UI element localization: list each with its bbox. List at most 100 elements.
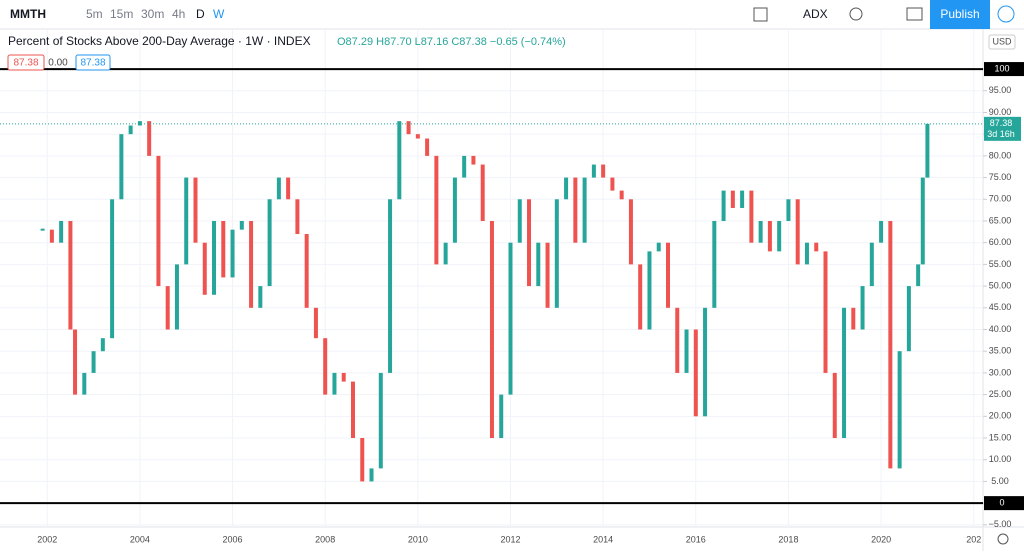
candle (332, 372, 337, 395)
candle (740, 190, 745, 208)
candle (869, 242, 874, 287)
candle (480, 164, 485, 221)
y-tick-label: −5.00 (989, 519, 1012, 529)
candle (749, 190, 754, 243)
candle (165, 286, 170, 330)
currency[interactable]: USD (992, 36, 1012, 46)
publish-button[interactable] (930, 0, 990, 29)
candle (628, 199, 633, 265)
candle (665, 242, 670, 308)
candle (582, 177, 587, 243)
interval[interactable]: 30m (141, 7, 164, 21)
candle (842, 307, 847, 439)
candle (860, 286, 865, 330)
candle (49, 229, 54, 243)
y-tick-label: 75.00 (989, 172, 1012, 182)
price-label-bg (984, 116, 1021, 141)
badge-text: 87.38 (13, 58, 38, 69)
candle (452, 177, 457, 243)
candle (656, 242, 661, 252)
y-tick-label: 90.00 (989, 107, 1012, 117)
interval[interactable]: W (213, 7, 225, 21)
candle (545, 242, 550, 308)
badge-text: 87.38 (80, 58, 105, 69)
plot (0, 68, 983, 505)
badge-text: 0.00 (48, 58, 68, 69)
y-tick-label: 20.00 (989, 411, 1012, 421)
candle (499, 394, 504, 439)
icon-axis-settings[interactable] (997, 533, 1009, 545)
candle (527, 199, 532, 287)
candle (920, 177, 925, 265)
interval[interactable]: 4h (172, 7, 185, 21)
candle (638, 264, 643, 330)
candle (786, 199, 791, 221)
candle (360, 438, 365, 482)
candle (879, 220, 884, 243)
currency-box[interactable] (988, 34, 1016, 50)
badge (75, 54, 111, 71)
candle (313, 307, 318, 339)
candle (119, 134, 124, 200)
candle (202, 242, 207, 295)
interval[interactable]: D (196, 7, 205, 21)
candle (156, 155, 161, 287)
candle (369, 468, 374, 482)
publish-label[interactable]: Publish (940, 7, 979, 21)
candle (267, 199, 272, 287)
y-tick-label: 95.00 (989, 85, 1012, 95)
interval[interactable]: 15m (110, 7, 133, 21)
interval[interactable]: 5m (86, 7, 103, 21)
price-label: 87.38 (990, 118, 1013, 128)
icon-snapshot[interactable] (906, 7, 923, 21)
x-tick-label: 2010 (408, 534, 428, 544)
candle (795, 199, 800, 265)
y-tick-label: 55.00 (989, 259, 1012, 269)
symbol[interactable]: MMTH (10, 7, 46, 21)
candle (777, 220, 782, 252)
hline-label-bg (984, 62, 1024, 77)
candle (591, 164, 596, 178)
candle (703, 307, 708, 417)
candle (804, 242, 809, 265)
x-tick-label: 2004 (130, 534, 150, 544)
candle (276, 177, 281, 200)
candle (249, 220, 254, 308)
icon-play[interactable] (997, 5, 1015, 23)
candle (906, 286, 911, 352)
candle (91, 351, 96, 373)
countdown: 3d 16h (987, 129, 1015, 139)
x-tick-label: 2008 (315, 534, 335, 544)
candle (286, 177, 291, 200)
x-tick-label: 2016 (686, 534, 706, 544)
candle (73, 329, 78, 395)
candle (721, 190, 726, 221)
toolbar (0, 0, 1024, 29)
candle (193, 177, 198, 243)
candle (68, 220, 73, 330)
candle (925, 123, 930, 178)
legend-ohlc: O87.29 H87.70 L87.16 C87.38 −0.65 (−0.74… (337, 36, 566, 48)
icon-settings[interactable] (849, 7, 863, 21)
y-tick-label: 25.00 (989, 389, 1012, 399)
icon-fullscreen[interactable] (753, 7, 768, 22)
candle (508, 242, 513, 395)
candle (758, 220, 763, 243)
legend-title: Percent of Stocks Above 200-Day Average … (8, 34, 311, 48)
candle (888, 220, 893, 469)
candle (82, 372, 87, 395)
candle (462, 155, 467, 178)
candle (239, 220, 244, 230)
candle (258, 286, 263, 308)
y-tick-label: 50.00 (989, 280, 1012, 290)
interval-group: 5m 15m 30m 4h D W (86, 7, 225, 21)
candle (100, 338, 105, 352)
candle (693, 329, 698, 417)
compare[interactable]: ADX (803, 7, 828, 21)
candle (128, 125, 133, 135)
y-tick-label: 60.00 (989, 237, 1012, 247)
candle (304, 234, 309, 308)
y-tick-label: 5.00 (991, 476, 1009, 486)
y-tick-label: 15.00 (989, 432, 1012, 442)
